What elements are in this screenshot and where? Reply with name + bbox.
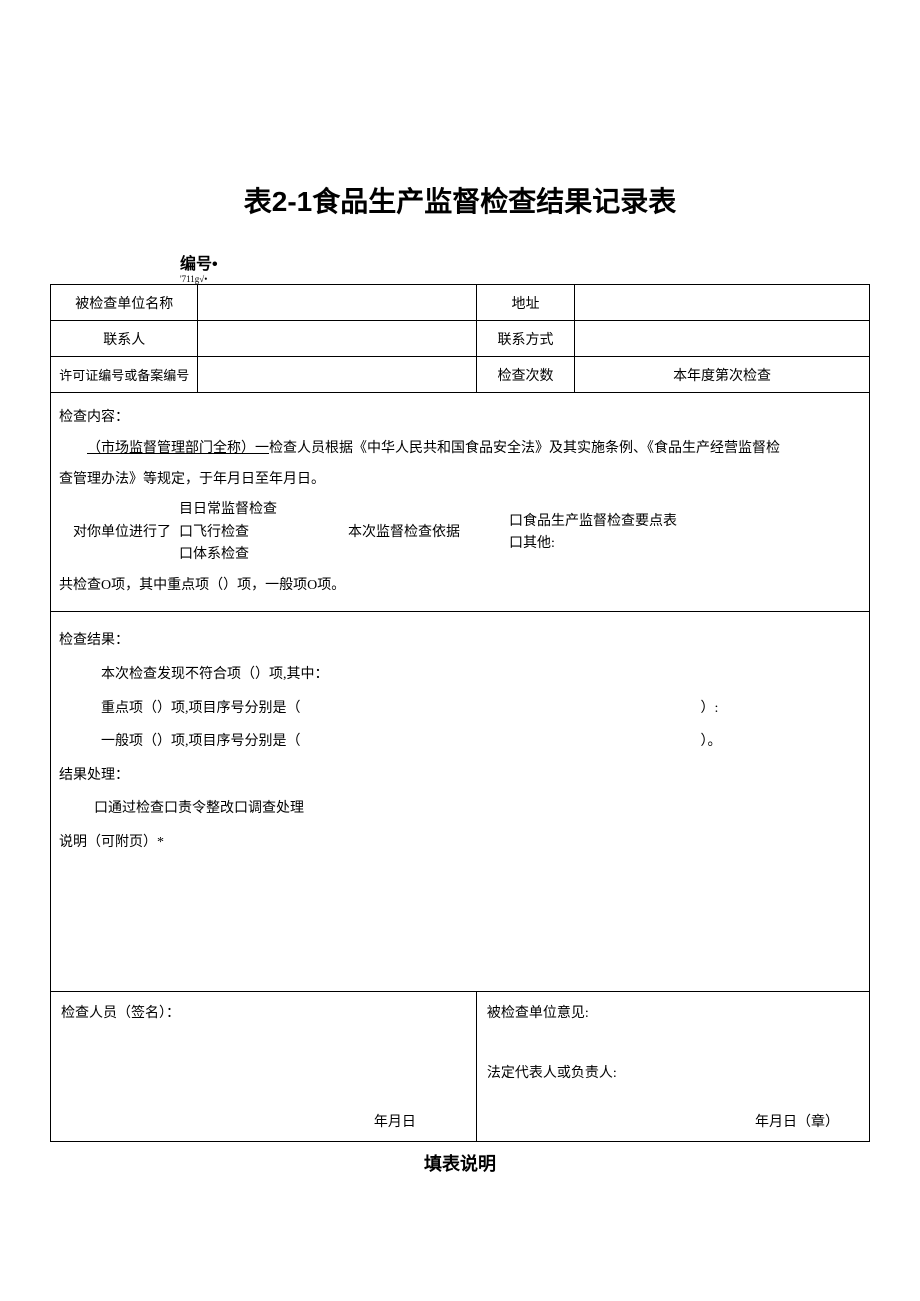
serial-row: 编号• — [180, 250, 870, 274]
address-value — [575, 285, 870, 321]
content-summary: 共检查O项，其中重点项（）项，一般项O项。 — [59, 578, 345, 593]
main-table: 被检查单位名称 地址 联系人 联系方式 许可证编号或备案编号 检查次数 本年度第… — [50, 284, 870, 1142]
result-heading: 检查结果： — [59, 624, 861, 658]
unit-opinion-cell: 被检查单位意见: 法定代表人或负责人: 年月日（章） — [476, 992, 869, 1142]
result-row: 检查结果： 本次检查发现不符合项（）项,其中： 重点项（）项,项目序号分别是（ ）… — [51, 612, 870, 992]
license-label: 许可证编号或备案编号 — [51, 357, 198, 393]
basis-1: 口食品生产监督检查要点表 — [509, 511, 861, 533]
contact-method-value — [575, 321, 870, 357]
signature-row: 检查人员（签名）： 年月日 被检查单位意见: 法定代表人或负责人: 年月日（章） — [51, 992, 870, 1142]
unit-opinion-label: 被检查单位意见: — [487, 1006, 589, 1021]
result-line3-suffix: ）。 — [701, 734, 722, 749]
serial-label: 编号• — [180, 256, 218, 273]
content-heading: 检查内容： — [59, 410, 129, 425]
unit-name-label: 被检查单位名称 — [51, 285, 198, 321]
unit-date: 年月日（章） — [755, 1111, 839, 1131]
serial-sub: '711g√• — [180, 274, 870, 284]
check-grid: 对你单位进行了 目日常监督检查 口飞行检查 口体系检查 本次监督检查依据 口食品… — [59, 499, 861, 566]
check-type-3: 口体系检查 — [179, 544, 329, 566]
content-line1: （市场监督管理部门全称）一检查人员根据《中华人民共和国食品安全法》及其实施条例、… — [59, 434, 861, 465]
result-line3: 一般项（）项,项目序号分别是（ ）。 — [59, 725, 861, 759]
check-types: 目日常监督检查 口飞行检查 口体系检查 — [179, 499, 329, 566]
basis-options: 口食品生产监督检查要点表 口其他: — [479, 511, 861, 556]
check-type-2: 口飞行检查 — [179, 522, 329, 544]
address-label: 地址 — [476, 285, 574, 321]
result-line2: 重点项（）项,项目序号分别是（ ）: — [59, 692, 861, 726]
inspector-date: 年月日 — [374, 1111, 416, 1131]
header-row-2: 联系人 联系方式 — [51, 321, 870, 357]
note-heading: 说明（可附页）* — [59, 826, 861, 860]
content-cell: 检查内容： （市场监督管理部门全称）一检查人员根据《中华人民共和国食品安全法》及… — [51, 393, 870, 612]
process-line: 口通过检查口责令整改口调查处理 — [59, 792, 861, 826]
header-row-1: 被检查单位名称 地址 — [51, 285, 870, 321]
check-type-1: 目日常监督检查 — [179, 499, 329, 521]
basis-2: 口其他: — [509, 533, 861, 555]
form-title: 表2-1食品生产监督检查结果记录表 — [50, 180, 870, 220]
contact-method-label: 联系方式 — [476, 321, 574, 357]
result-line3-prefix: 一般项（）项,项目序号分别是（ — [101, 734, 301, 749]
contact-label: 联系人 — [51, 321, 198, 357]
content-line2: 查管理办法》等规定，于年月日至年月日。 — [59, 472, 325, 487]
content-line1-prefix: （市场监督管理部门全称）一 — [87, 441, 269, 456]
legal-rep-label: 法定代表人或负责人: — [487, 1062, 859, 1082]
basis-label: 本次监督检查依据 — [329, 518, 479, 549]
conducted-label: 对你单位进行了 — [59, 518, 179, 549]
inspector-cell: 检查人员（签名）： 年月日 — [51, 992, 477, 1142]
content-line1-rest: 检查人员根据《中华人民共和国食品安全法》及其实施条例、《食品生产经营监督检 — [269, 441, 780, 456]
instructions-title: 填表说明 — [50, 1150, 870, 1176]
contact-value — [198, 321, 476, 357]
content-row: 检查内容： （市场监督管理部门全称）一检查人员根据《中华人民共和国食品安全法》及… — [51, 393, 870, 612]
result-line2-suffix: ）: — [701, 701, 719, 716]
process-heading: 结果处理： — [59, 759, 861, 793]
result-cell: 检查结果： 本次检查发现不符合项（）项,其中： 重点项（）项,项目序号分别是（ ）… — [51, 612, 870, 992]
result-line1: 本次检查发现不符合项（）项,其中： — [59, 658, 861, 692]
inspector-label: 检查人员（签名）： — [61, 1006, 180, 1021]
header-row-3: 许可证编号或备案编号 检查次数 本年度第次检查 — [51, 357, 870, 393]
unit-name-value — [198, 285, 476, 321]
check-count-label: 检查次数 — [476, 357, 574, 393]
result-line2-prefix: 重点项（）项,项目序号分别是（ — [101, 701, 301, 716]
check-count-value: 本年度第次检查 — [575, 357, 870, 393]
license-value — [198, 357, 476, 393]
